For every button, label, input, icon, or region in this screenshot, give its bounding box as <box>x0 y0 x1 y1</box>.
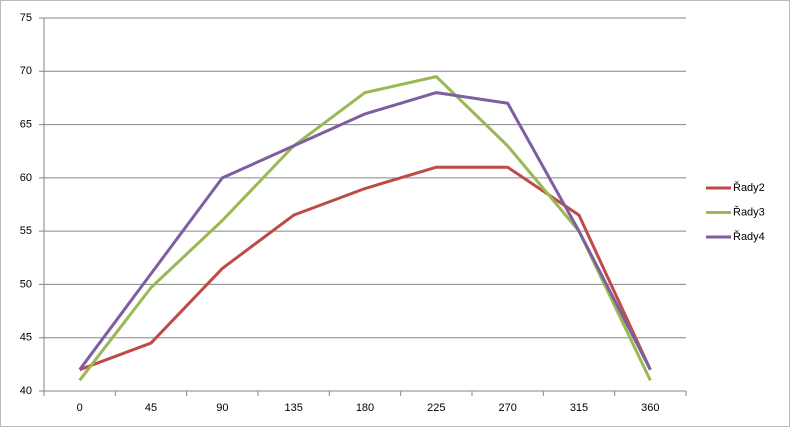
y-tick-label: 50 <box>20 278 32 290</box>
y-tick-label: 55 <box>20 225 32 237</box>
legend-label: Řady2 <box>733 181 765 194</box>
x-tick-label: 135 <box>284 402 302 414</box>
y-tick-label: 70 <box>20 65 32 77</box>
legend-label: Řady3 <box>733 205 765 218</box>
series-line <box>78 75 652 382</box>
x-tick-label: 45 <box>145 402 157 414</box>
y-tick-label: 65 <box>20 118 32 130</box>
series-line <box>79 165 652 372</box>
y-tick-label: 40 <box>20 385 32 397</box>
y-tick-label: 60 <box>20 172 32 184</box>
x-tick-label: 180 <box>356 402 374 414</box>
x-tick-label: 315 <box>570 402 588 414</box>
x-tick-label: 90 <box>216 402 228 414</box>
x-tick-label: 270 <box>498 402 516 414</box>
x-tick-label: 225 <box>427 402 445 414</box>
y-tick-label: 75 <box>20 12 32 24</box>
series-line <box>78 91 652 371</box>
y-tick-label: 45 <box>20 332 32 344</box>
legend-label: Řady4 <box>733 230 765 243</box>
x-tick-label: 0 <box>77 402 83 414</box>
x-tick-label: 360 <box>641 402 659 414</box>
